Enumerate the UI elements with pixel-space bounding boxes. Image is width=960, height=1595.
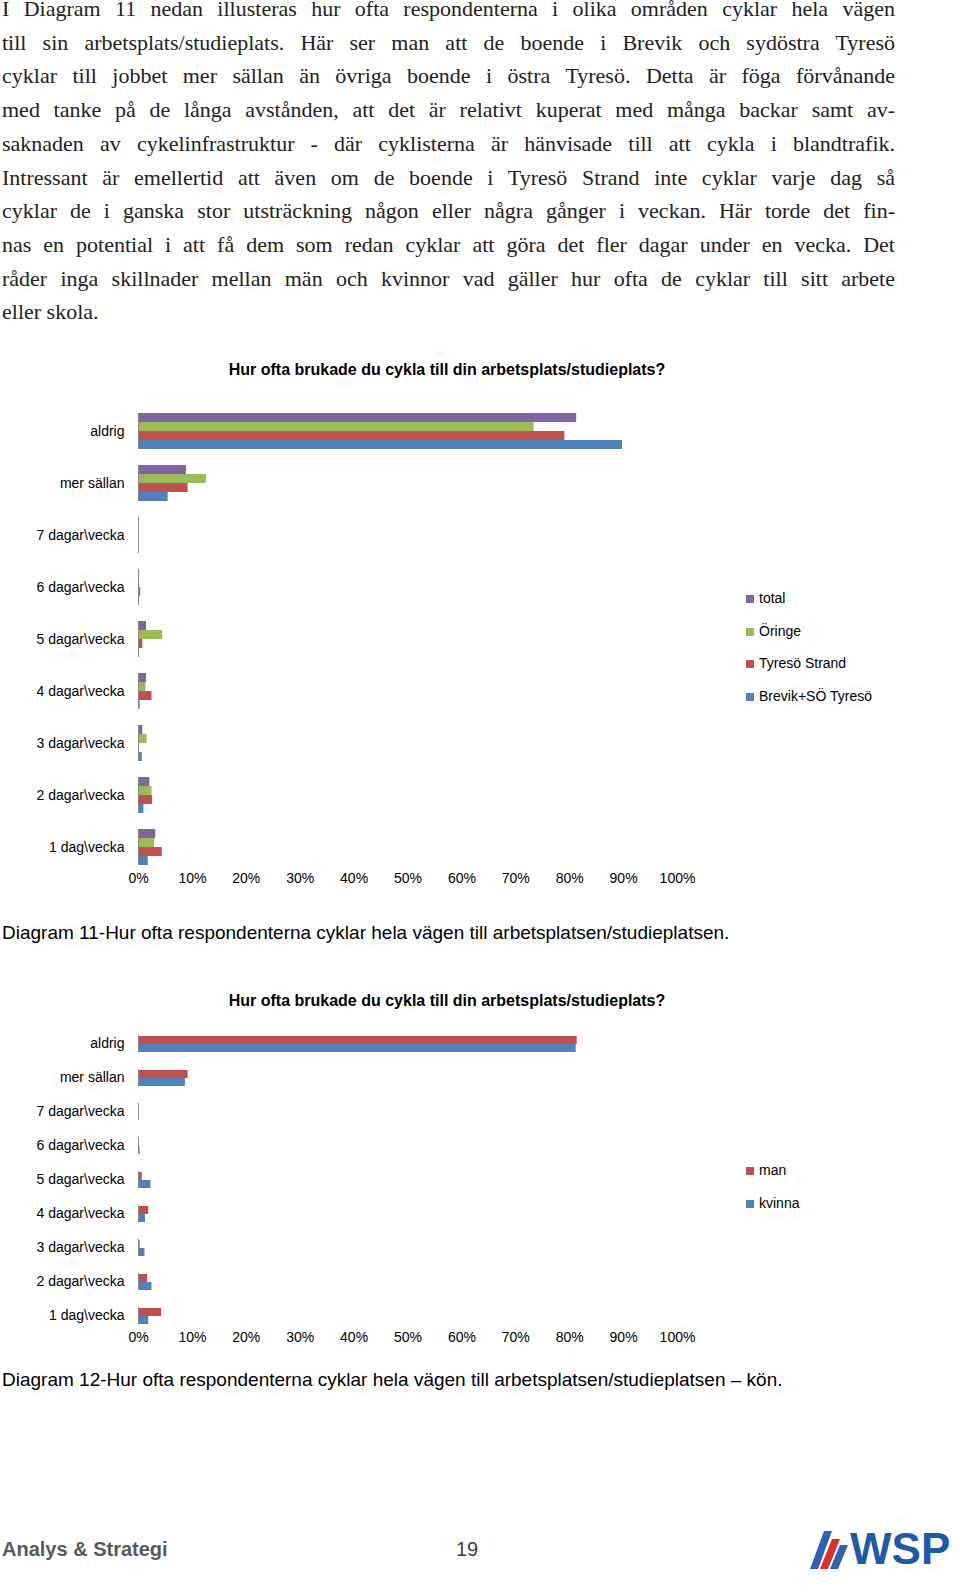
svg-text:90%: 90%	[610, 1329, 638, 1345]
svg-text:1 dag\vecka: 1 dag\vecka	[49, 839, 125, 855]
svg-text:mer sällan: mer sällan	[60, 475, 125, 491]
svg-text:2 dagar\vecka: 2 dagar\vecka	[37, 787, 125, 803]
svg-text:80%: 80%	[556, 1329, 584, 1345]
svg-text:1 dag\vecka: 1 dag\vecka	[49, 1307, 125, 1323]
svg-text:30%: 30%	[286, 870, 314, 886]
html-text:kvinna: kvinna	[759, 1194, 800, 1211]
svg-text:10%: 10%	[178, 1329, 206, 1345]
svg-text:7 dagar\vecka: 7 dagar\vecka	[37, 1103, 125, 1119]
svg-text:6 dagar\vecka: 6 dagar\vecka	[37, 579, 125, 595]
svg-text:80%: 80%	[556, 870, 584, 886]
svg-text:5 dagar\vecka: 5 dagar\vecka	[37, 1171, 125, 1187]
svg-text:mer sällan: mer sällan	[60, 1069, 125, 1085]
html-text:nas en potential i att få dem: nas en potential i att få dem som redan …	[2, 231, 895, 257]
svg-text:20%: 20%	[232, 1329, 260, 1345]
svg-text:70%: 70%	[502, 1329, 530, 1345]
svg-text:4 dagar\vecka: 4 dagar\vecka	[37, 1205, 125, 1221]
svg-text:100%: 100%	[660, 870, 696, 886]
svg-text:aldrig: aldrig	[90, 423, 124, 439]
html-text:cyklar till jobbet mer sällan: cyklar till jobbet mer sällan än övriga …	[2, 63, 895, 89]
svg-text:2 dagar\vecka: 2 dagar\vecka	[37, 1273, 125, 1289]
svg-text:3 dagar\vecka: 3 dagar\vecka	[37, 735, 125, 751]
svg-text:7 dagar\vecka: 7 dagar\vecka	[37, 527, 125, 543]
html-text:total: total	[759, 590, 786, 606]
svg-text:4 dagar\vecka: 4 dagar\vecka	[37, 683, 125, 699]
svg-text:aldrig: aldrig	[90, 1035, 124, 1051]
svg-text:90%: 90%	[610, 870, 638, 886]
html-text:Tyresö Strand: Tyresö Strand	[759, 655, 847, 671]
html-text:Öringe: Öringe	[759, 622, 801, 639]
svg-text:20%: 20%	[232, 870, 260, 886]
svg-text:50%: 50%	[394, 870, 422, 886]
html-text:Analys & Strategi: Analys & Strategi	[2, 1538, 168, 1560]
html-text:till sin arbetsplats/studiepla: till sin arbetsplats/studieplats. Här se…	[2, 29, 895, 55]
html-text:Brevik+SÖ Tyresö: Brevik+SÖ Tyresö	[759, 687, 872, 704]
html-text:19: 19	[456, 1538, 479, 1560]
svg-text:3 dagar\vecka: 3 dagar\vecka	[37, 1239, 125, 1255]
svg-text:40%: 40%	[340, 870, 368, 886]
svg-text:6 dagar\vecka: 6 dagar\vecka	[37, 1137, 125, 1153]
svg-text:60%: 60%	[448, 870, 476, 886]
svg-text:0%: 0%	[128, 1329, 148, 1345]
svg-text:40%: 40%	[340, 1329, 368, 1345]
html-text:Diagram 11-Hur ofta respondent: Diagram 11-Hur ofta respondenterna cykla…	[2, 922, 730, 943]
svg-text:70%: 70%	[502, 870, 530, 886]
html-text:med tanke på de långa avstånde: med tanke på de långa avstånden, att det…	[2, 97, 895, 123]
html-text:Hur ofta brukade du cykla till: Hur ofta brukade du cykla till din arbet…	[228, 992, 666, 1009]
svg-text:10%: 10%	[178, 870, 206, 886]
html-text:råder inga skillnader mellan m: råder inga skillnader mellan män och kvi…	[2, 265, 895, 291]
html-text:eller skola.: eller skola.	[2, 299, 99, 325]
svg-text:5 dagar\vecka: 5 dagar\vecka	[37, 631, 125, 647]
html-text:saknaden av cykelinfrastruktur: saknaden av cykelinfrastruktur - där cyk…	[2, 130, 895, 156]
html-text:WSP: WSP	[850, 1524, 951, 1573]
svg-text:100%: 100%	[660, 1329, 696, 1345]
html-text:Intressant är emellertid att ä: Intressant är emellertid att även om de …	[2, 164, 895, 190]
html-text:Hur ofta brukade du cykla till: Hur ofta brukade du cykla till din arbet…	[228, 361, 666, 378]
svg-text:60%: 60%	[448, 1329, 476, 1345]
html-text:man: man	[759, 1162, 787, 1178]
svg-text:50%: 50%	[394, 1329, 422, 1345]
html-text:cyklar de i ganska stor utsträ: cyklar de i ganska stor utsträckning någ…	[2, 198, 895, 224]
html-text:Diagram 12-Hur ofta respondent: Diagram 12-Hur ofta respondenterna cykla…	[2, 1369, 783, 1390]
svg-text:30%: 30%	[286, 1329, 314, 1345]
svg-text:0%: 0%	[128, 870, 148, 886]
